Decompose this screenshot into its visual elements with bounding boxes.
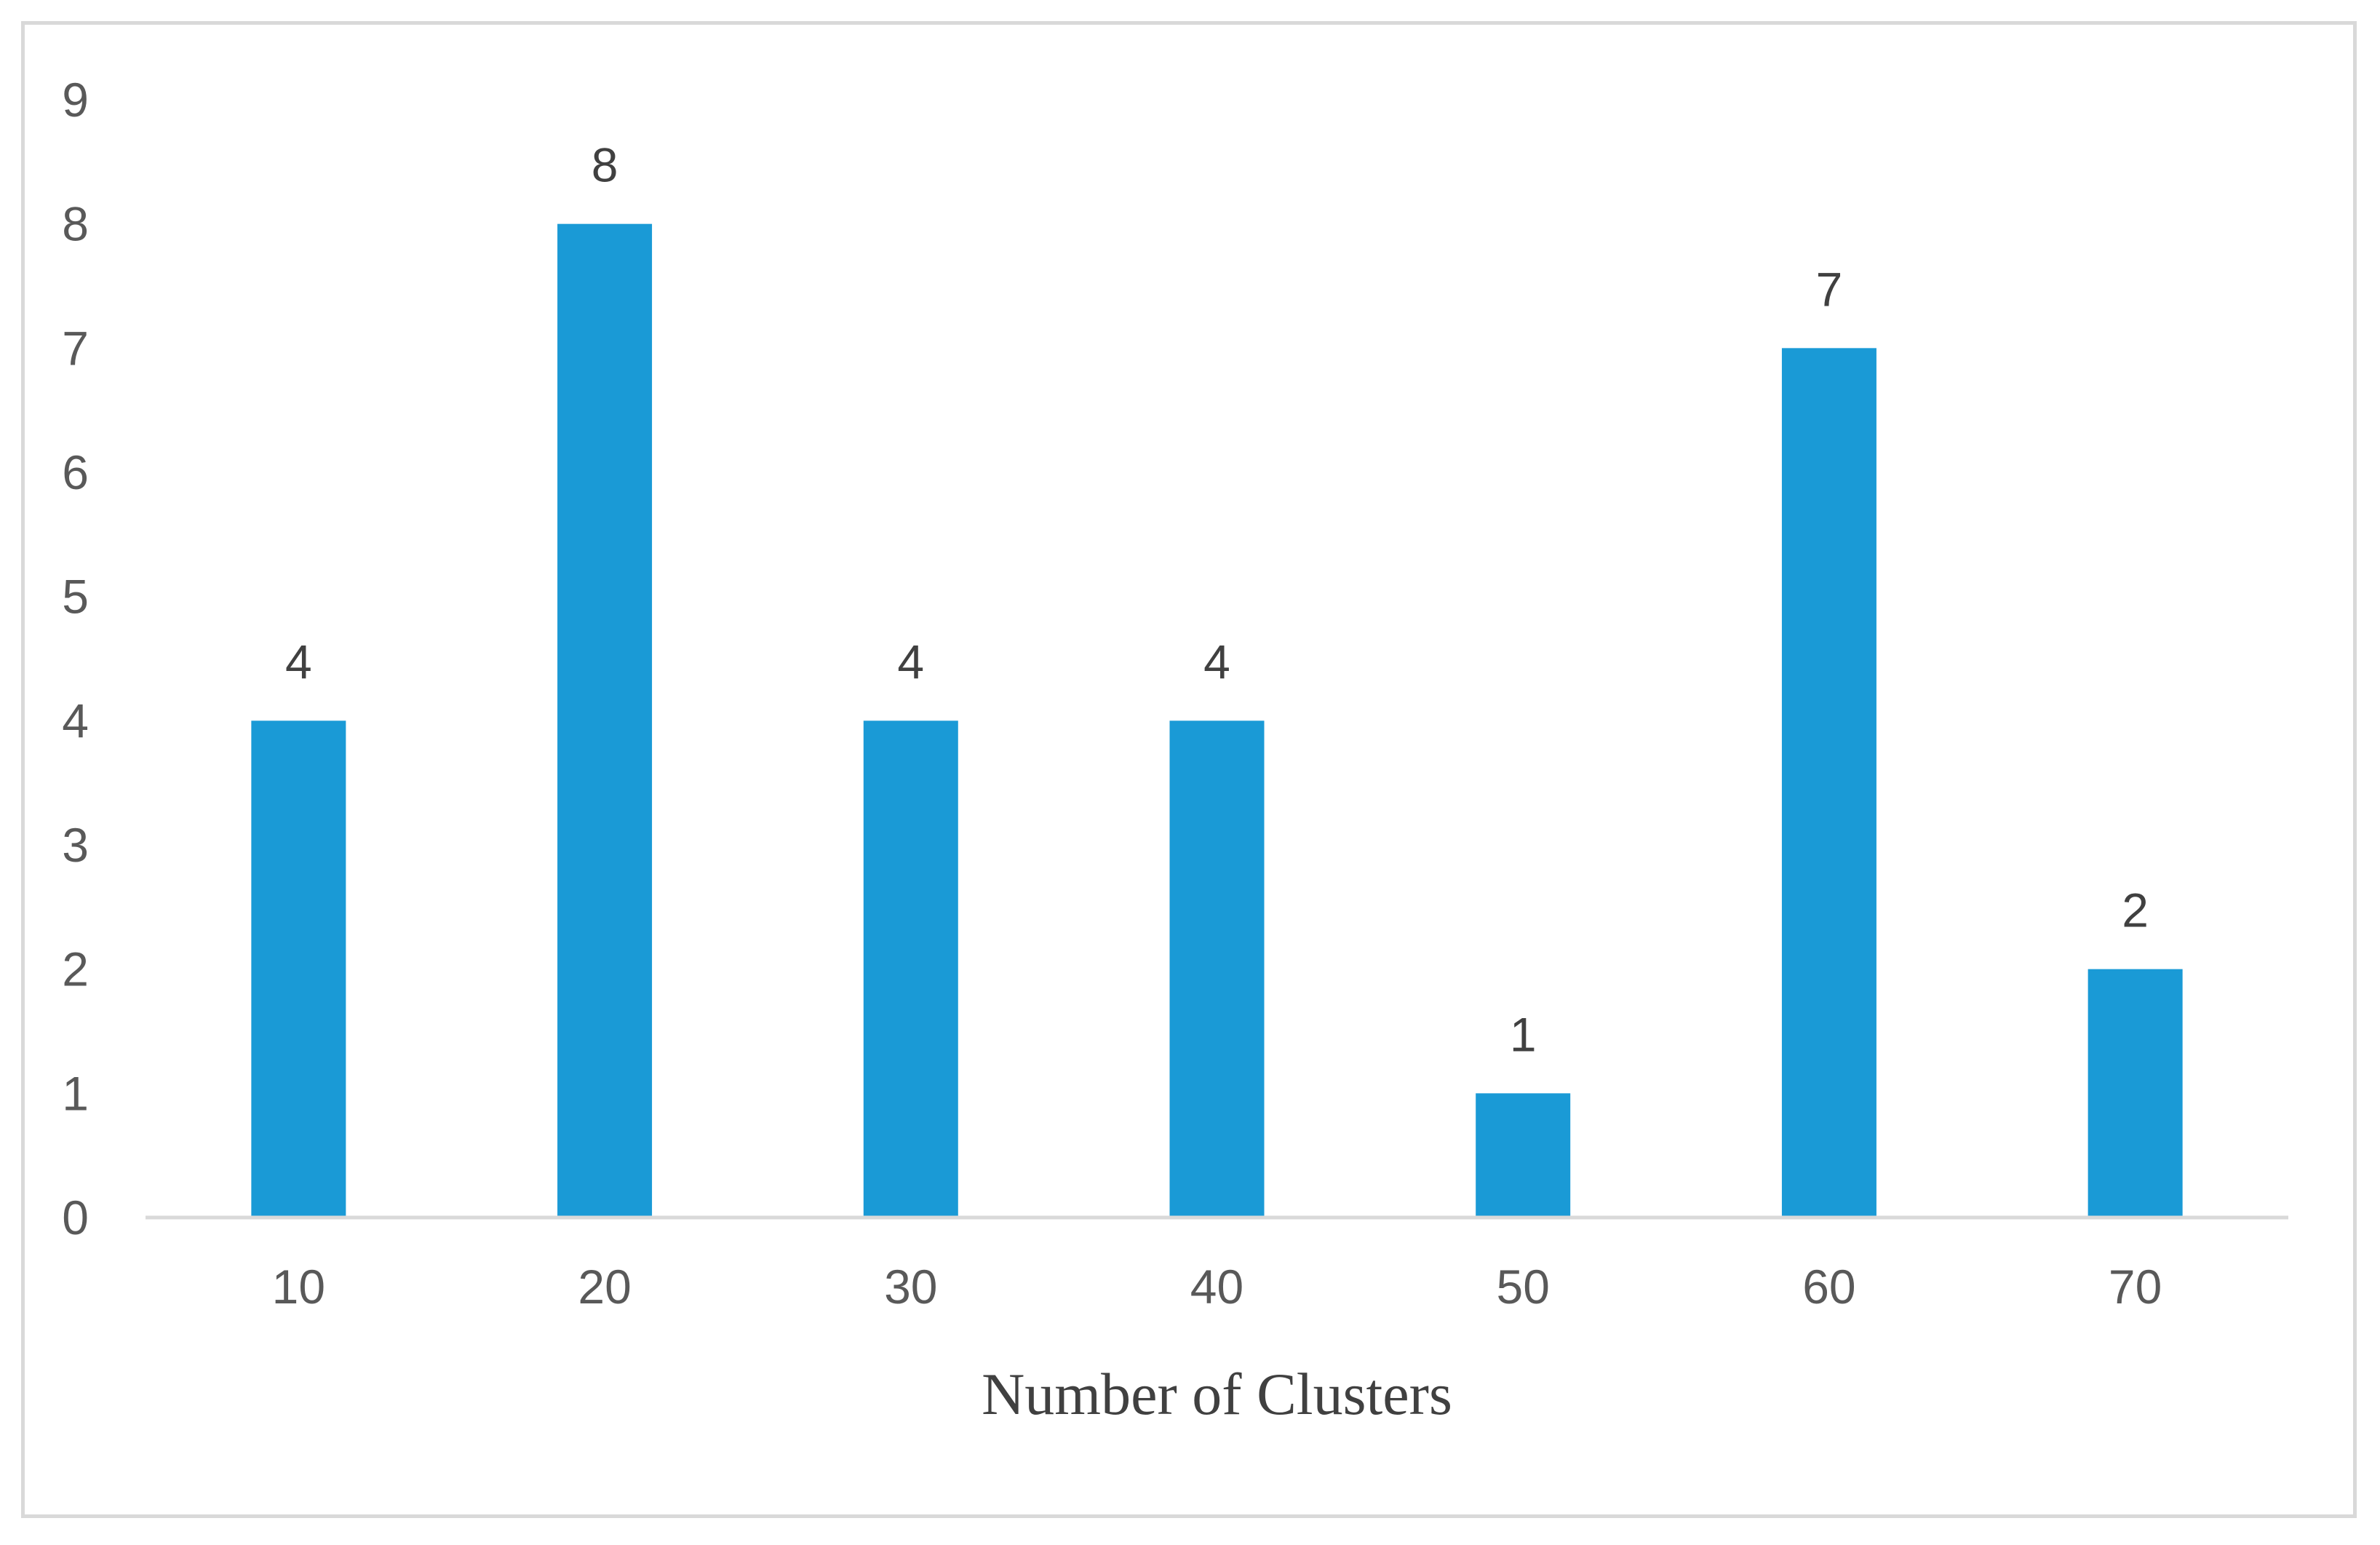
y-tick-label: 9 [62,73,89,127]
y-tick-label: 4 [62,694,89,747]
x-tick-label: 60 [1802,1260,1855,1314]
y-tick-label: 0 [62,1191,89,1244]
bar-data-label: 7 [1816,262,1843,316]
y-tick-label: 1 [62,1066,89,1120]
bar [1476,1093,1571,1218]
bar [557,223,653,1218]
y-tick-label: 5 [62,570,89,624]
bar-data-label: 1 [1510,1007,1537,1061]
bar-series [251,223,2183,1218]
x-tick-label: 40 [1190,1260,1243,1314]
y-tick-label: 8 [62,197,89,251]
x-axis-tick-labels: 10 20 30 40 50 60 70 [272,1260,2162,1314]
bar-data-label: 8 [592,138,618,192]
bar-data-label: 2 [2122,883,2149,937]
bar-data-label: 4 [285,635,312,688]
y-tick-label: 6 [62,445,89,499]
data-labels: 4 8 4 4 1 7 2 [285,138,2149,1062]
x-tick-label: 20 [578,1260,631,1314]
bar [863,720,958,1218]
bar [1781,348,1876,1218]
y-tick-label: 3 [62,818,89,872]
bar-data-label: 4 [1203,635,1230,688]
bar [251,720,346,1218]
x-tick-label: 10 [272,1260,325,1314]
x-axis-title: Number of Clusters [982,1361,1452,1427]
x-tick-label: 70 [2109,1260,2162,1314]
bar-data-label: 4 [897,635,924,688]
x-tick-label: 50 [1497,1260,1550,1314]
bar [2088,969,2183,1218]
x-tick-label: 30 [884,1260,937,1314]
y-axis-tick-labels: 0 1 2 3 4 5 6 7 8 9 [62,73,89,1244]
y-tick-label: 7 [62,321,89,375]
bar [1169,720,1265,1218]
y-tick-label: 2 [62,942,89,996]
